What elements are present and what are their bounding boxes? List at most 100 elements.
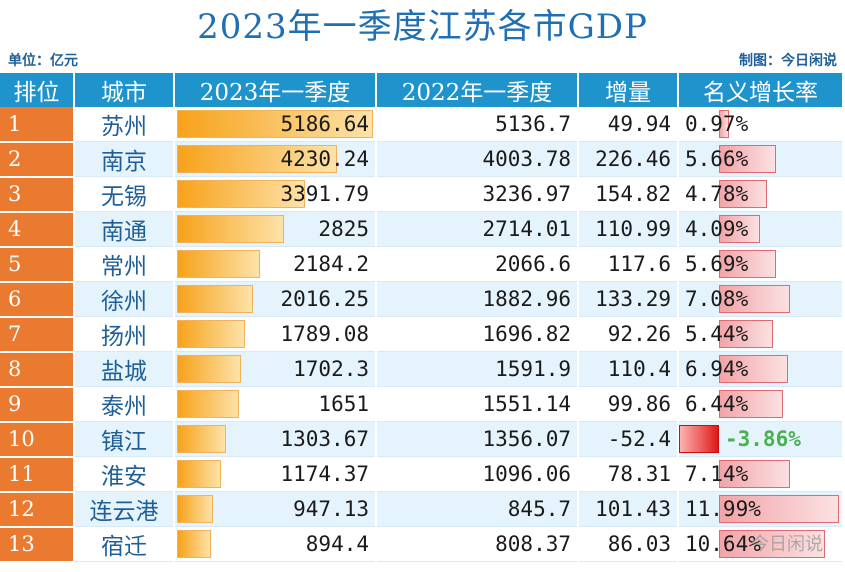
growth-cell: 6.94% xyxy=(678,351,844,387)
table-row: 9 泰州 1651 1551.14 99.86 6.44% xyxy=(0,386,844,423)
gdp-table: 排位 城市 2023年一季度 2022年一季度 增量 名义增长率 1 苏州 5186… xyxy=(0,73,844,563)
gdp-2023-value: 1651 xyxy=(318,392,369,416)
gdp-bar xyxy=(177,110,373,138)
table-row: 12 连云港 947.13 845.7 101.43 11.99% xyxy=(0,491,844,528)
table-row: 13 宿迁 894.4 808.37 86.03 10.64% xyxy=(0,526,844,563)
table-row: 4 南通 2825 2714.01 110.99 4.09% xyxy=(0,211,844,248)
growth-bar xyxy=(719,250,776,278)
watermark-logo: 今日闲说 xyxy=(751,534,823,555)
increase-cell: 117.6 xyxy=(578,246,679,282)
rank-cell: 13 xyxy=(0,526,75,563)
gdp-bar xyxy=(177,495,213,523)
growth-cell: 5.66% xyxy=(678,141,844,177)
growth-cell: 5.69% xyxy=(678,246,844,282)
gdp-2023-cell: 5186.64 xyxy=(174,107,377,142)
growth-bar xyxy=(719,495,839,523)
table-body: 1 苏州 5186.64 5136.7 49.94 0.97% 2 南京 4230.24 4003… xyxy=(0,107,844,563)
gdp-2023-cell: 3391.79 xyxy=(174,176,377,212)
growth-cell: 7.14% xyxy=(678,456,844,492)
gdp-2022-cell: 3236.97 xyxy=(376,176,579,212)
table-row: 5 常州 2184.2 2066.6 117.6 5.69% xyxy=(0,246,844,283)
gdp-2023-value: 2184.2 xyxy=(293,252,369,276)
growth-value: 7.14% xyxy=(685,462,749,486)
growth-value: 6.94% xyxy=(685,357,749,381)
increase-cell: -52.4 xyxy=(578,421,679,457)
column-header: 增量 xyxy=(578,73,679,107)
growth-value: 5.44% xyxy=(685,322,749,346)
growth-cell: 6.44% xyxy=(678,386,844,422)
gdp-2023-value: 5186.64 xyxy=(280,112,369,136)
city-cell: 镇江 xyxy=(74,421,175,457)
rank-cell: 9 xyxy=(0,386,75,423)
growth-bar xyxy=(719,355,788,383)
gdp-2022-cell: 5136.7 xyxy=(376,107,579,142)
gdp-2023-value: 894.4 xyxy=(305,532,369,556)
table-row: 1 苏州 5186.64 5136.7 49.94 0.97% xyxy=(0,107,844,143)
gdp-2023-cell: 1174.37 xyxy=(174,456,377,492)
growth-bar xyxy=(719,320,773,348)
increase-cell: 110.4 xyxy=(578,351,679,387)
rank-cell: 10 xyxy=(0,421,75,458)
gdp-2023-value: 1789.08 xyxy=(280,322,369,346)
increase-cell: 86.03 xyxy=(578,526,679,562)
gdp-2023-value: 1303.67 xyxy=(280,427,369,451)
gdp-2023-cell: 1651 xyxy=(174,386,377,422)
gdp-2022-cell: 808.37 xyxy=(376,526,579,562)
growth-cell: 11.99% xyxy=(678,491,844,527)
gdp-2022-cell: 1591.9 xyxy=(376,351,579,387)
increase-cell: 78.31 xyxy=(578,456,679,492)
gdp-bar xyxy=(177,285,253,313)
growth-cell: 4.09% xyxy=(678,211,844,247)
gdp-2022-cell: 1356.07 xyxy=(376,421,579,457)
gdp-2023-value: 4230.24 xyxy=(280,147,369,171)
gdp-2023-cell: 1702.3 xyxy=(174,351,377,387)
growth-cell: 7.08% xyxy=(678,281,844,317)
gdp-2023-value: 1174.37 xyxy=(280,462,369,486)
gdp-2023-cell: 2825 xyxy=(174,211,377,247)
growth-value: 4.78% xyxy=(685,182,749,206)
growth-bar xyxy=(719,285,790,313)
gdp-2022-cell: 1882.96 xyxy=(376,281,579,317)
gdp-bar xyxy=(177,460,221,488)
growth-value: 10.64% xyxy=(685,532,761,556)
increase-cell: 154.82 xyxy=(578,176,679,212)
growth-bar xyxy=(719,530,825,558)
growth-value: 11.99% xyxy=(685,497,761,521)
table-row: 8 盐城 1702.3 1591.9 110.4 6.94% xyxy=(0,351,844,388)
increase-cell: 92.26 xyxy=(578,316,679,352)
growth-bar xyxy=(719,180,767,208)
gdp-2023-cell: 894.4 xyxy=(174,526,377,562)
rank-cell: 4 xyxy=(0,211,75,248)
growth-bar xyxy=(719,390,783,418)
gdp-2023-value: 947.13 xyxy=(293,497,369,521)
gdp-2022-cell: 2714.01 xyxy=(376,211,579,247)
column-header: 2023年一季度 xyxy=(174,73,377,107)
growth-bar xyxy=(719,145,776,173)
growth-value: -3.86% xyxy=(725,427,801,451)
growth-bar xyxy=(719,215,760,243)
city-cell: 淮安 xyxy=(74,456,175,492)
gdp-bar xyxy=(177,145,337,173)
growth-bar xyxy=(719,460,790,488)
growth-bar xyxy=(679,425,719,453)
city-cell: 盐城 xyxy=(74,351,175,387)
gdp-bar xyxy=(177,180,305,208)
growth-cell: 0.97% xyxy=(678,107,844,142)
growth-cell: 4.78% xyxy=(678,176,844,212)
increase-cell: 110.99 xyxy=(578,211,679,247)
gdp-2023-cell: 2016.25 xyxy=(174,281,377,317)
gdp-2023-cell: 1303.67 xyxy=(174,421,377,457)
city-cell: 扬州 xyxy=(74,316,175,352)
unit-label: 单位：亿元 xyxy=(8,53,78,69)
increase-cell: 101.43 xyxy=(578,491,679,527)
table-row: 6 徐州 2016.25 1882.96 133.29 7.08% xyxy=(0,281,844,318)
gdp-bar xyxy=(177,390,239,418)
column-header: 排位 xyxy=(0,73,75,107)
gdp-2023-cell: 947.13 xyxy=(174,491,377,527)
gdp-2023-cell: 4230.24 xyxy=(174,141,377,177)
rank-cell: 8 xyxy=(0,351,75,388)
rank-cell: 1 xyxy=(0,107,75,143)
city-cell: 宿迁 xyxy=(74,526,175,562)
growth-value: 5.66% xyxy=(685,147,749,171)
city-cell: 无锡 xyxy=(74,176,175,212)
